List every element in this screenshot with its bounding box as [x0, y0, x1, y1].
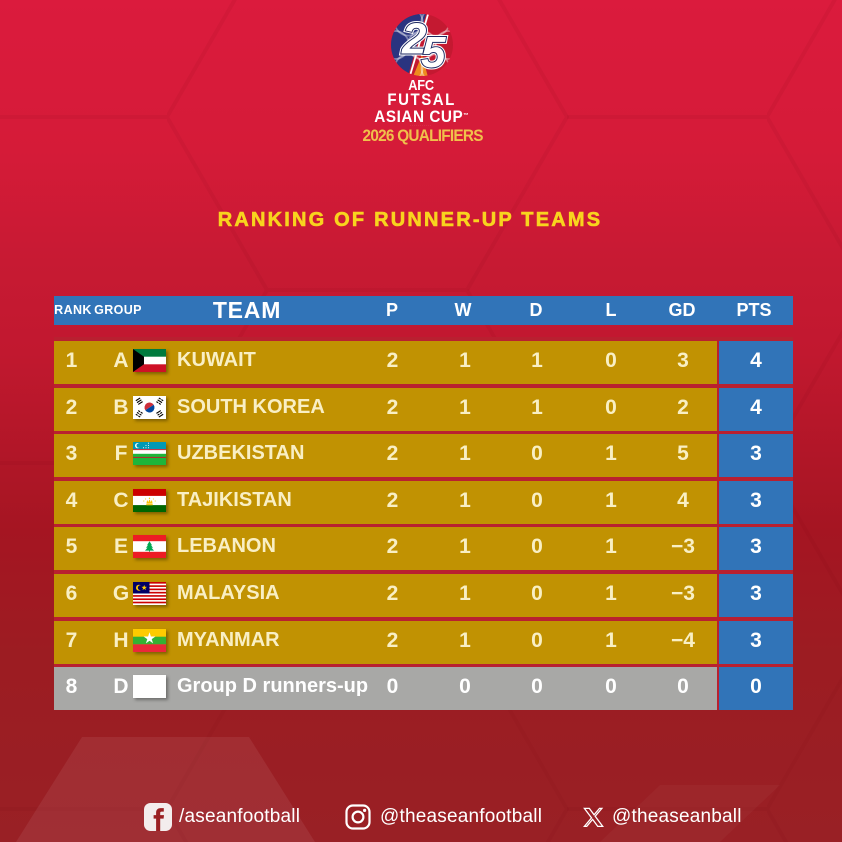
svg-text:5: 5 [421, 28, 446, 77]
svg-text:2: 2 [401, 15, 427, 64]
svg-text:5: 5 [421, 28, 446, 77]
svg-text:2: 2 [401, 15, 427, 64]
